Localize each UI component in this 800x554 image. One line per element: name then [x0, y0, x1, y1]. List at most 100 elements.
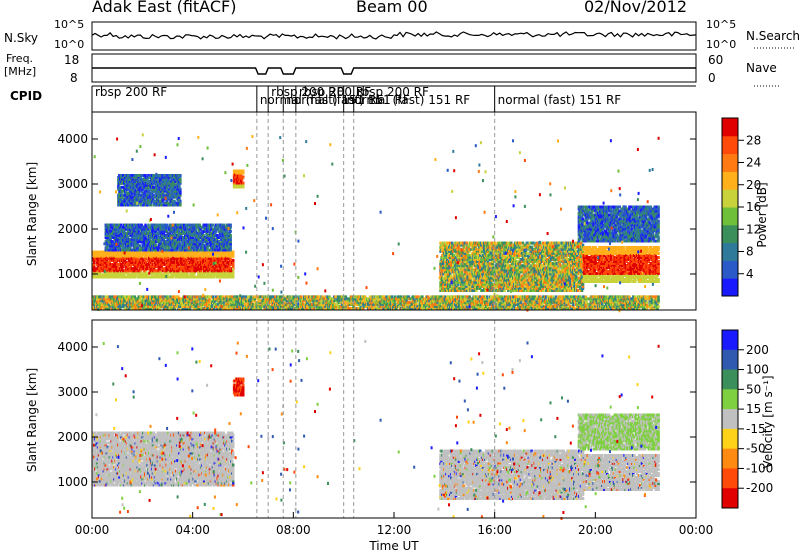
- echo-cell: [135, 250, 138, 254]
- echo-cell: [124, 271, 128, 275]
- echo-cell: [173, 256, 176, 260]
- echo-cell: [171, 263, 174, 266]
- echo-cell: [93, 263, 96, 266]
- echo-cell: [124, 250, 128, 254]
- echo-cell: [165, 252, 168, 256]
- echo-cell: [149, 275, 152, 279]
- echo-cell: [136, 256, 139, 260]
- echo-cell: [99, 261, 103, 264]
- echo-cell: [138, 271, 141, 275]
- echo-cell: [145, 261, 148, 264]
- echo-cell: [143, 273, 146, 277]
- echo-cell: [182, 258, 186, 262]
- echo-cell: [118, 269, 121, 273]
- echo-cell: [146, 273, 149, 277]
- echo-cell: [242, 169, 245, 173]
- freq-tick-top: 18: [64, 53, 79, 67]
- echo-cell: [173, 271, 176, 275]
- echo-cell: [101, 275, 105, 279]
- echo-cell: [97, 263, 101, 266]
- echo-cell: [164, 271, 167, 275]
- echo-cell: [96, 265, 100, 269]
- echo-cell: [130, 267, 134, 271]
- nsearch-tick-top: 10^5: [706, 18, 736, 31]
- echo-cell: [121, 275, 125, 279]
- echo-cell: [185, 252, 189, 256]
- echo-cell: [98, 271, 102, 275]
- echo-cell: [176, 258, 179, 262]
- echo-cell: [126, 271, 130, 275]
- echo-cell: [111, 269, 114, 273]
- echo-cell: [121, 273, 124, 277]
- echo-cell: [148, 263, 151, 266]
- echo-cell: [179, 199, 182, 203]
- nsky-series: [91, 31, 697, 40]
- freq-label-2: [MHz]: [4, 65, 36, 78]
- echo-cell: [95, 267, 99, 271]
- echo-cell: [135, 269, 138, 273]
- echo-cell: [104, 275, 107, 279]
- nave-label: Nave: [746, 61, 777, 75]
- echo-cell: [139, 250, 142, 254]
- echo-cell: [168, 271, 171, 275]
- echo-cell: [103, 273, 107, 277]
- echo-cell: [171, 254, 174, 258]
- echo-cell: [232, 250, 235, 254]
- echo-cell: [115, 256, 118, 260]
- echo-cell: [126, 269, 130, 273]
- echo-cell: [129, 254, 133, 258]
- echo-cell: [232, 271, 235, 275]
- echo-cell: [126, 250, 130, 254]
- echo-cell: [167, 256, 170, 260]
- echo-cell: [105, 273, 108, 277]
- echo-cell: [135, 252, 138, 256]
- cpid-segment-label: rbsp 200 RF: [299, 85, 371, 99]
- echo-cell: [104, 254, 107, 258]
- beam-title: Beam 00: [356, 0, 428, 16]
- echo-cell: [186, 254, 190, 258]
- echo-cell: [133, 256, 136, 260]
- echo-cell: [166, 269, 169, 273]
- echo-cell: [120, 269, 123, 273]
- echo-cell: [141, 265, 144, 269]
- echo-cell: [99, 254, 103, 258]
- echo-cell: [98, 267, 102, 271]
- echo-cell: [135, 271, 138, 275]
- nsky-panel: N.Sky 10^5 10^0 N.Search 10^5 10^0: [4, 18, 800, 51]
- echo-cell: [159, 250, 163, 254]
- echo-cell: [160, 265, 163, 269]
- echo-cell: [134, 273, 137, 277]
- echo-cell: [180, 267, 184, 271]
- cpid-segment-label: rbsp 200 RF: [95, 85, 167, 99]
- echo-cell: [158, 252, 162, 256]
- echo-cell: [113, 263, 116, 266]
- echo-cell: [121, 252, 124, 256]
- echo-cell: [186, 275, 190, 279]
- echo-cell: [242, 175, 245, 179]
- echo-cell: [107, 250, 110, 254]
- echo-cell: [160, 256, 163, 260]
- echo-cell: [96, 273, 100, 277]
- echo-cell: [181, 273, 185, 277]
- echo-cell: [145, 256, 148, 260]
- echo-cell: [186, 258, 190, 262]
- echo-cell: [142, 263, 145, 266]
- echo-cell: [121, 254, 124, 258]
- echo-cell: [166, 254, 169, 258]
- echo-cell: [98, 252, 102, 256]
- echo-cell: [154, 254, 158, 258]
- echo-cell: [126, 267, 130, 271]
- echo-cell: [115, 273, 118, 277]
- echo-cell: [182, 261, 186, 264]
- echo-cell: [229, 229, 232, 233]
- echo-cell: [151, 271, 155, 275]
- echo-cell: [99, 269, 103, 273]
- echo-cell: [103, 256, 107, 260]
- echo-cell: [180, 261, 184, 264]
- echo-cell: [185, 271, 189, 275]
- echo-cell: [109, 263, 112, 266]
- echo-cell: [163, 267, 166, 271]
- echo-cell: [149, 256, 153, 260]
